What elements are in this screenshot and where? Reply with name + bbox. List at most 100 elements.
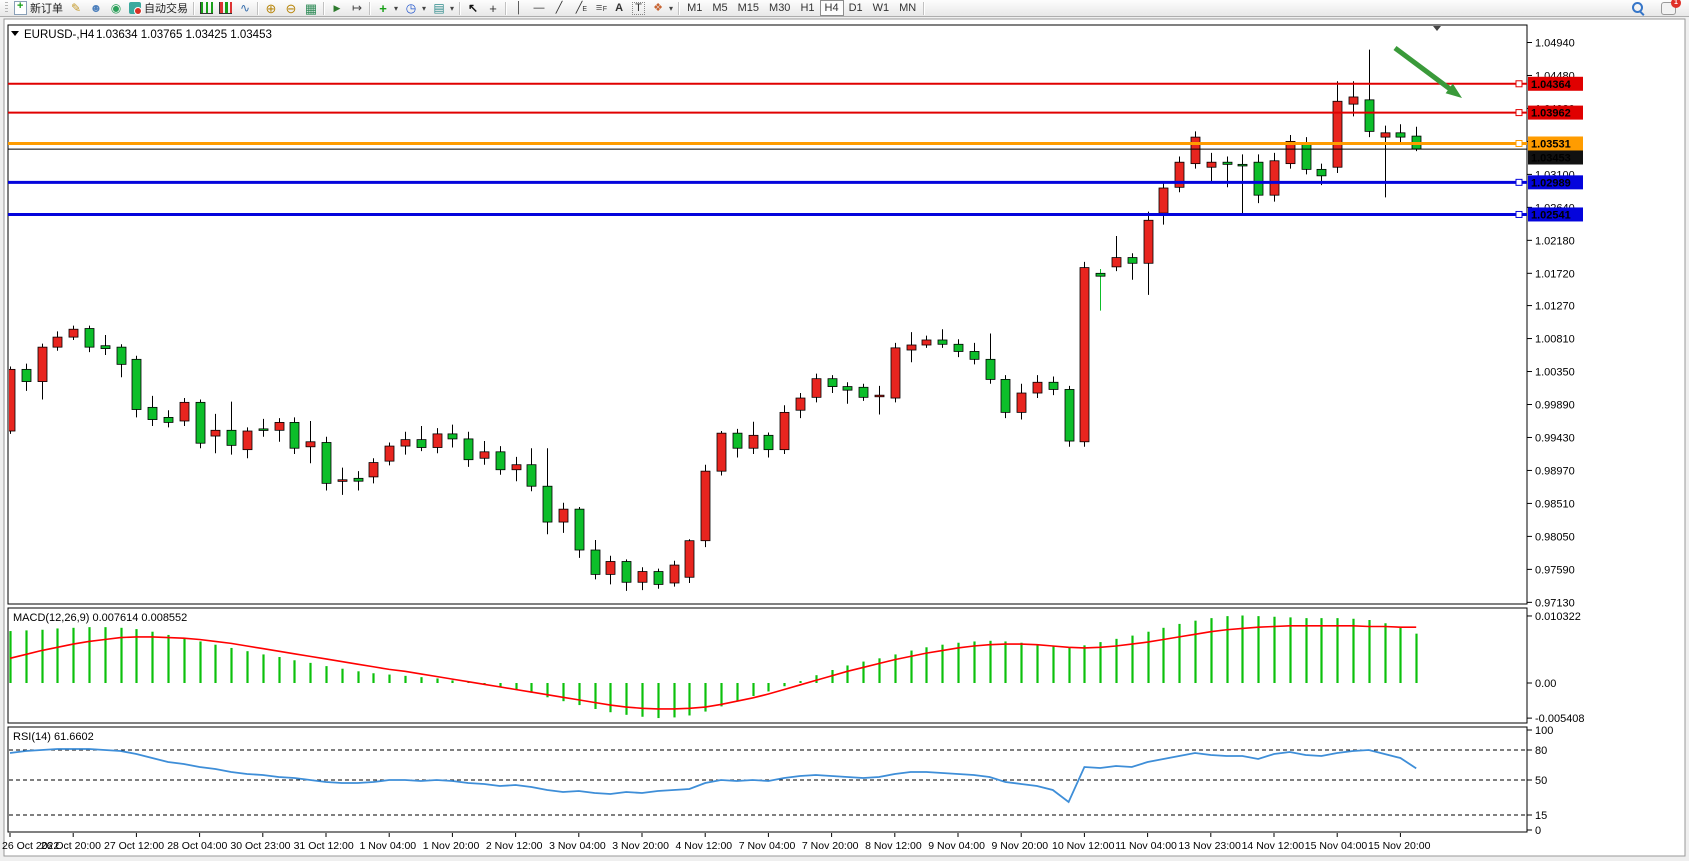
hline-anchor[interactable] xyxy=(1515,178,1523,186)
toolbar-separator xyxy=(459,1,462,15)
timeframe-M15-button[interactable]: M15 xyxy=(737,2,760,14)
equidistant-channel-button[interactable] xyxy=(569,1,589,16)
chevron-down-icon: ▾ xyxy=(422,3,427,13)
toolbar-separator xyxy=(257,1,259,15)
toolbar-separator xyxy=(193,1,195,15)
timeframe-M5-button[interactable]: M5 xyxy=(712,2,728,14)
time-label: 3 Nov 04:00 xyxy=(549,840,606,852)
toolbar-separator xyxy=(923,1,926,15)
new-order-button[interactable]: 新订单 xyxy=(11,0,66,16)
hline-anchor[interactable] xyxy=(1515,109,1523,117)
trendline-icon xyxy=(552,2,566,15)
auto-scroll-button[interactable] xyxy=(327,1,347,16)
macd-label: MACD(12,26,9) 0.007614 0.008552 xyxy=(13,612,187,624)
toolbar-separator xyxy=(323,1,325,15)
price-tick: 0.99890 xyxy=(1535,399,1575,411)
candlestick-chart-button[interactable] xyxy=(216,1,235,16)
search-icon xyxy=(1631,1,1645,15)
price-badge-label: 1.03453 xyxy=(1531,152,1571,164)
channel-icon xyxy=(572,2,587,16)
time-label: 15 Nov 20:00 xyxy=(1368,840,1431,852)
time-label: 9 Nov 20:00 xyxy=(992,840,1049,852)
horizontal-line-button[interactable] xyxy=(529,1,549,16)
timeframe-H1-button[interactable]: H1 xyxy=(800,2,815,14)
text-icon xyxy=(612,2,626,15)
toolbar-grip[interactable] xyxy=(5,2,8,14)
time-label: 15 Nov 04:00 xyxy=(1305,840,1368,852)
fibonacci-button[interactable] xyxy=(589,1,609,16)
rsi-tick: 50 xyxy=(1535,775,1547,787)
zoom-out-button[interactable] xyxy=(281,1,301,16)
rsi-tick: 0 xyxy=(1535,825,1541,837)
shift-marker-icon[interactable] xyxy=(1433,26,1441,31)
cursor-button[interactable] xyxy=(463,1,483,16)
timeframe-M30-button[interactable]: M30 xyxy=(769,2,791,14)
vertical-line-button[interactable] xyxy=(509,1,529,16)
periods-button[interactable]: ▾ xyxy=(401,1,429,16)
hline-anchor[interactable] xyxy=(1515,80,1523,88)
label-icon xyxy=(632,1,646,15)
shift-icon xyxy=(350,2,364,15)
zoom-in-icon xyxy=(264,2,278,15)
time-label: 7 Nov 20:00 xyxy=(802,840,859,852)
news-signal-button[interactable] xyxy=(106,1,126,16)
tile-windows-button[interactable] xyxy=(301,1,321,16)
chart-window xyxy=(3,18,1686,857)
autotrading-button[interactable]: 自动交易 xyxy=(126,1,191,16)
indicators-button[interactable]: ▾ xyxy=(373,1,401,16)
timeframe-D1-button[interactable]: D1 xyxy=(848,2,863,14)
hline-anchor[interactable] xyxy=(1515,139,1523,147)
text-label-button[interactable] xyxy=(629,1,648,16)
time-label: 3 Nov 20:00 xyxy=(612,840,669,852)
indicators-icon xyxy=(376,2,390,15)
text-button[interactable] xyxy=(609,1,629,16)
time-label: 2 Nov 12:00 xyxy=(486,840,543,852)
chart-dropdown-icon[interactable] xyxy=(11,31,19,36)
timeframe-M1-button[interactable]: M1 xyxy=(687,2,703,14)
timeframe-W1-button[interactable]: W1 xyxy=(872,2,890,14)
trendline-button[interactable] xyxy=(549,1,569,16)
autoscroll-icon xyxy=(330,2,344,15)
timeframe-H4-button[interactable]: H4 xyxy=(819,0,844,16)
search-button[interactable] xyxy=(1628,1,1648,16)
notifications-button[interactable]: 1 xyxy=(1658,0,1681,16)
hline-anchor[interactable] xyxy=(1515,210,1523,218)
chevron-down-icon: ▾ xyxy=(394,3,399,13)
line-chart-button[interactable] xyxy=(235,1,255,16)
time-label: 14 Nov 12:00 xyxy=(1242,840,1305,852)
crayon-tool-button[interactable] xyxy=(66,1,86,16)
profile-button[interactable] xyxy=(86,1,106,16)
macd-tick: -0.005408 xyxy=(1535,713,1585,725)
toolbar-separator xyxy=(505,1,508,15)
price-tick: 1.04940 xyxy=(1535,37,1575,49)
zoom-in-button[interactable] xyxy=(261,1,281,16)
arrows-button[interactable]: ▾ xyxy=(648,1,676,16)
periods-icon xyxy=(404,2,418,15)
arrow-object[interactable] xyxy=(1393,45,1462,98)
time-label: 7 Nov 04:00 xyxy=(739,840,796,852)
chart-shift-button[interactable] xyxy=(347,1,367,16)
zoom-out-icon xyxy=(284,2,298,15)
price-pane-border xyxy=(7,24,1528,605)
chart-line-icon xyxy=(238,2,252,15)
price-badge-label: 1.02541 xyxy=(1531,209,1571,221)
price-tick: 0.98510 xyxy=(1535,498,1575,510)
crosshair-button[interactable] xyxy=(483,1,503,16)
time-label: 4 Nov 12:00 xyxy=(676,840,733,852)
timeframe-MN-button[interactable]: MN xyxy=(899,2,917,14)
price-tick: 1.01270 xyxy=(1535,301,1575,313)
chevron-down-icon: ▾ xyxy=(669,3,674,13)
templates-button[interactable]: ▾ xyxy=(429,1,457,16)
price-tick: 0.97590 xyxy=(1535,564,1575,576)
price-badge xyxy=(1528,76,1583,91)
time-label: 11 Nov 04:00 xyxy=(1115,840,1177,852)
autotrade-icon xyxy=(129,2,142,15)
bar-chart-button[interactable] xyxy=(197,1,216,16)
price-badge xyxy=(1528,105,1583,120)
rsi-indicator: 100 80 50 15 0 RSI(14) 61.6602 xyxy=(9,725,1553,837)
profile-icon xyxy=(89,2,103,15)
price-tick: 0.98050 xyxy=(1535,531,1575,543)
rsi-label: RSI(14) 61.6602 xyxy=(13,731,94,743)
